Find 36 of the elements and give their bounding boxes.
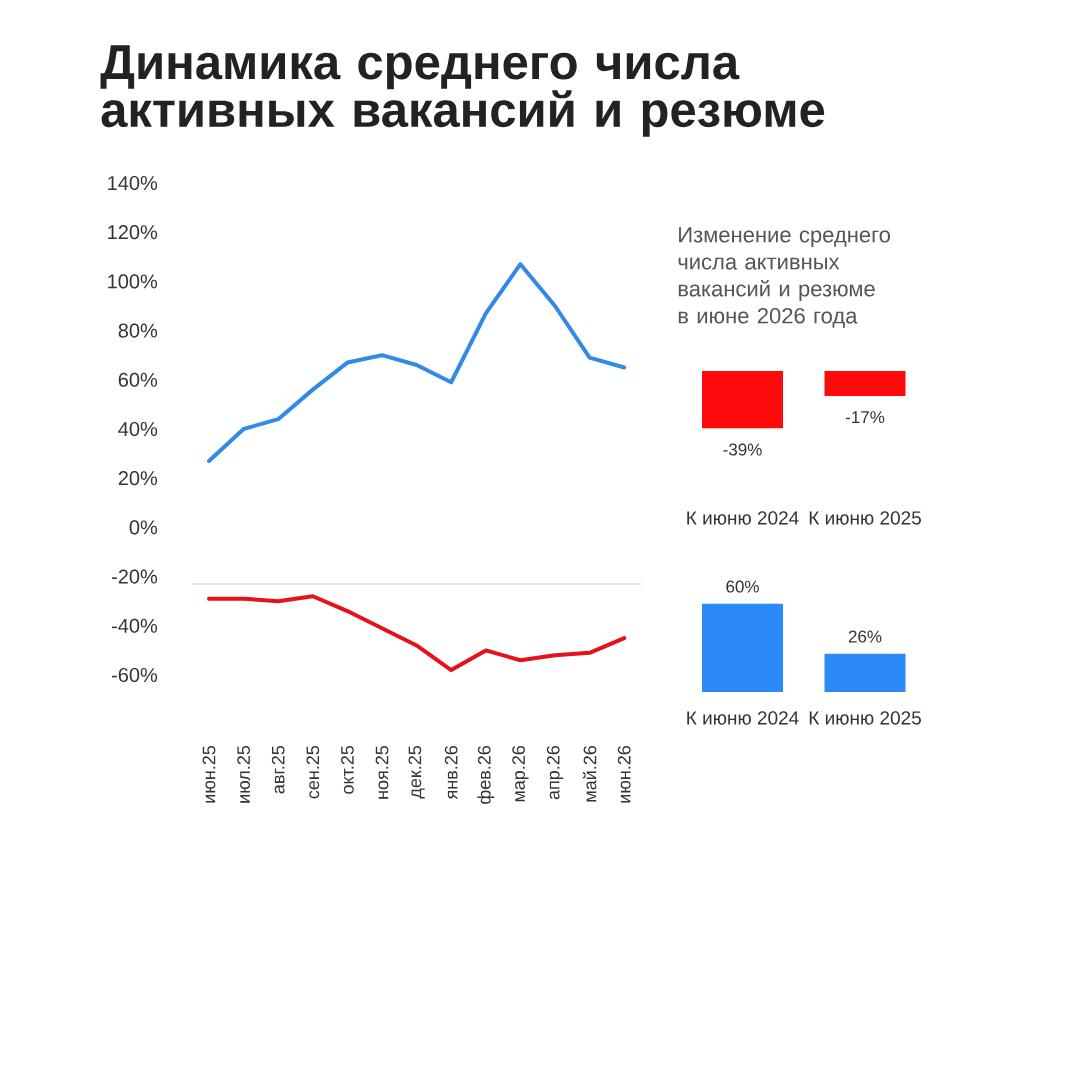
chart-title: Динамика среднего числа активных вакансий и резюме	[100, 45, 825, 137]
line-series	[207, 594, 627, 673]
y-tick-label: 80%	[118, 323, 158, 338]
line-series	[207, 262, 627, 463]
y-tick-label: 40%	[118, 421, 158, 437]
data-label: 60%	[726, 580, 759, 593]
data-label: 26%	[848, 630, 882, 643]
x-tick-label: июл.25	[237, 745, 250, 803]
y-tick-label: 100%	[108, 274, 158, 289]
x-tick-label: сен.25	[306, 745, 320, 799]
x-tick-label: К июню 2024	[687, 711, 799, 725]
y-tick-label: -20%	[112, 569, 158, 584]
y-tick-label: 0%	[129, 520, 158, 535]
x-tick-label: май.26	[582, 745, 597, 802]
y-tick-label: 140%	[108, 175, 158, 191]
x-tick-label: мар.26	[512, 745, 529, 802]
x-tick-label: авг.25	[271, 745, 285, 794]
chart-title: Изменение среднего числа активных вакансий и резюме в июне 2026 года	[678, 227, 890, 328]
x-tick-label: ноя.25	[375, 745, 389, 799]
y-tick-label: -60%	[112, 667, 158, 683]
data-label: -39%	[723, 443, 762, 456]
y-tick-label: 20%	[118, 471, 158, 486]
data-label: -17%	[845, 411, 885, 424]
x-tick-label: апр.26	[546, 745, 564, 800]
x-tick-label: окт.25	[341, 745, 354, 794]
x-tick-label: июн.26	[617, 745, 631, 803]
x-tick-label: К июню 2025	[809, 511, 921, 525]
x-tick-label: фев.26	[477, 745, 495, 804]
y-tick-label: 120%	[108, 225, 158, 240]
x-tick-label: дек.25	[408, 745, 425, 799]
x-tick-label: июн.25	[202, 745, 216, 803]
x-tick-label: К июню 2025	[809, 711, 921, 725]
x-tick-label: янв.26	[444, 745, 458, 800]
x-tick-label: К июню 2024	[687, 511, 799, 525]
y-tick-label: 60%	[118, 372, 158, 387]
y-tick-label: -40%	[112, 618, 158, 633]
